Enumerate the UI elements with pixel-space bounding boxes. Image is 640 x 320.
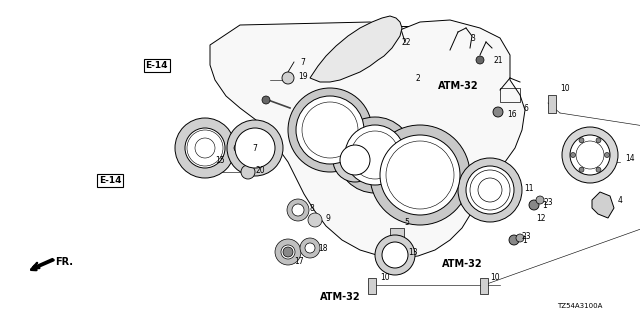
- Circle shape: [570, 153, 575, 157]
- Text: 22: 22: [402, 37, 412, 46]
- Circle shape: [509, 235, 519, 245]
- Text: 16: 16: [507, 109, 516, 118]
- Text: 11: 11: [524, 183, 534, 193]
- Text: ATM-32: ATM-32: [442, 259, 482, 269]
- Text: 18: 18: [318, 244, 328, 252]
- Circle shape: [493, 107, 503, 117]
- Circle shape: [605, 153, 609, 157]
- Circle shape: [579, 138, 584, 143]
- Text: TZ54A3100A: TZ54A3100A: [557, 303, 602, 308]
- Text: 4: 4: [618, 196, 623, 204]
- Circle shape: [227, 120, 283, 176]
- Circle shape: [466, 166, 514, 214]
- Circle shape: [287, 199, 309, 221]
- Text: 7: 7: [252, 143, 257, 153]
- Circle shape: [175, 118, 235, 178]
- Text: 10: 10: [560, 84, 570, 92]
- Circle shape: [234, 144, 242, 152]
- Circle shape: [579, 167, 584, 172]
- Circle shape: [235, 128, 275, 168]
- Circle shape: [262, 96, 270, 104]
- Text: 7: 7: [300, 58, 305, 67]
- Text: ATM-32: ATM-32: [438, 81, 479, 92]
- Text: 13: 13: [408, 247, 418, 257]
- Circle shape: [187, 130, 223, 166]
- Circle shape: [516, 234, 524, 242]
- Polygon shape: [210, 20, 525, 258]
- Text: 1: 1: [542, 201, 547, 210]
- Circle shape: [478, 178, 502, 202]
- Text: 9: 9: [326, 213, 331, 222]
- Circle shape: [562, 127, 618, 183]
- Text: 19: 19: [298, 71, 308, 81]
- Text: 10: 10: [380, 274, 390, 283]
- Text: 2: 2: [415, 74, 420, 83]
- Text: E-14: E-14: [145, 61, 168, 70]
- Text: 12: 12: [536, 213, 545, 222]
- Text: 23: 23: [544, 197, 554, 206]
- Circle shape: [340, 145, 370, 175]
- Text: ATM-32: ATM-32: [320, 292, 360, 302]
- Text: 21: 21: [494, 55, 504, 65]
- Circle shape: [275, 239, 301, 265]
- Text: 3: 3: [470, 34, 475, 43]
- Circle shape: [570, 135, 610, 175]
- Circle shape: [345, 125, 405, 185]
- Text: 6: 6: [524, 103, 529, 113]
- Circle shape: [283, 247, 293, 257]
- Text: 17: 17: [294, 258, 303, 267]
- Circle shape: [458, 158, 522, 222]
- Circle shape: [333, 138, 377, 182]
- Text: 10: 10: [490, 274, 500, 283]
- Bar: [500, 88, 520, 102]
- Bar: [368, 278, 376, 294]
- Text: 1: 1: [522, 236, 527, 244]
- Polygon shape: [592, 192, 614, 218]
- Circle shape: [337, 117, 413, 193]
- Circle shape: [476, 56, 484, 64]
- Bar: [480, 278, 488, 294]
- Circle shape: [185, 128, 225, 168]
- Circle shape: [375, 235, 415, 275]
- Circle shape: [596, 138, 601, 143]
- Circle shape: [382, 242, 408, 268]
- Circle shape: [529, 200, 539, 210]
- Circle shape: [470, 170, 510, 210]
- Circle shape: [282, 72, 294, 84]
- Circle shape: [305, 243, 315, 253]
- Circle shape: [536, 196, 544, 204]
- Circle shape: [288, 88, 372, 172]
- Circle shape: [292, 204, 304, 216]
- Circle shape: [296, 96, 364, 164]
- Circle shape: [241, 165, 255, 179]
- Circle shape: [281, 245, 295, 259]
- Circle shape: [300, 238, 320, 258]
- Text: E-14: E-14: [99, 176, 122, 185]
- Polygon shape: [310, 16, 402, 82]
- Circle shape: [308, 213, 322, 227]
- Text: 14: 14: [625, 154, 635, 163]
- Circle shape: [596, 167, 601, 172]
- Text: 23: 23: [522, 231, 532, 241]
- Text: 8: 8: [310, 204, 315, 212]
- Circle shape: [380, 135, 460, 215]
- Text: FR.: FR.: [55, 257, 73, 267]
- Circle shape: [370, 125, 470, 225]
- Text: 5: 5: [404, 218, 409, 227]
- Text: 15: 15: [215, 156, 225, 164]
- Bar: [390, 228, 404, 242]
- Text: 20: 20: [256, 165, 266, 174]
- Bar: [548, 95, 556, 113]
- Circle shape: [195, 138, 215, 158]
